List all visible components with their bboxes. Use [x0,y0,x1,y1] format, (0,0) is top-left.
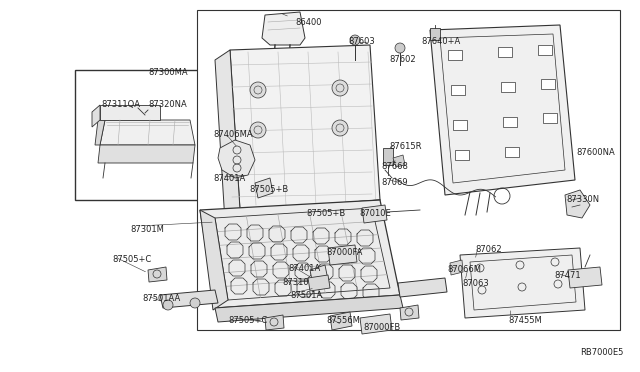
Bar [538,45,552,55]
Polygon shape [200,200,400,308]
Text: 87505+C: 87505+C [112,255,151,264]
Text: 87556M: 87556M [326,316,360,325]
Polygon shape [360,314,392,334]
Polygon shape [215,295,403,322]
Polygon shape [308,275,330,291]
Text: 87600NA: 87600NA [576,148,615,157]
Polygon shape [330,312,352,330]
Circle shape [395,43,405,53]
Polygon shape [362,205,387,223]
Text: 87301M: 87301M [130,225,164,234]
Bar [505,147,519,157]
Polygon shape [92,105,100,127]
Polygon shape [565,190,590,218]
Circle shape [250,122,266,138]
Polygon shape [200,210,228,310]
Bar [501,82,515,92]
Polygon shape [215,50,240,222]
Polygon shape [160,290,218,308]
Polygon shape [255,178,273,198]
Circle shape [163,300,173,310]
Text: 87615R: 87615R [389,142,422,151]
Text: 87320NA: 87320NA [148,100,187,109]
Text: 87455M: 87455M [508,316,541,325]
Polygon shape [100,120,195,145]
Text: 87010E: 87010E [359,209,391,218]
Text: 87063: 87063 [462,279,489,288]
Polygon shape [450,260,463,275]
Bar [498,47,512,57]
Polygon shape [95,120,105,145]
Polygon shape [98,145,195,163]
Text: 87066M: 87066M [447,265,481,274]
Text: 87602: 87602 [389,55,415,64]
Text: 86400: 86400 [295,18,321,27]
Text: 87000FA: 87000FA [326,248,362,257]
Circle shape [190,298,200,308]
Polygon shape [400,305,419,320]
Bar [543,113,557,123]
Text: 87310: 87310 [282,278,308,287]
Polygon shape [398,278,447,297]
Text: 87471: 87471 [554,271,580,280]
Text: 87668: 87668 [381,162,408,171]
Text: 87501AA: 87501AA [142,294,180,303]
Bar [541,79,555,89]
Circle shape [350,35,360,45]
Text: 87406MA: 87406MA [213,130,253,139]
Polygon shape [265,315,284,330]
Polygon shape [328,245,357,265]
Bar [75,70,215,200]
Text: 87401A: 87401A [213,174,245,183]
Circle shape [332,80,348,96]
Bar [453,120,467,130]
Bar [448,50,462,60]
Text: 87640+A: 87640+A [421,37,460,46]
Text: 87505+B: 87505+B [306,209,345,218]
Polygon shape [148,267,167,282]
Polygon shape [100,105,160,120]
Text: 87300MA: 87300MA [148,68,188,77]
Bar [503,117,517,127]
Text: RB7000E5: RB7000E5 [580,348,623,357]
Bar [455,150,469,160]
Polygon shape [228,210,248,232]
Polygon shape [430,25,575,195]
Polygon shape [218,140,255,178]
Text: 87062: 87062 [475,245,502,254]
Circle shape [332,120,348,136]
Polygon shape [393,155,405,167]
Bar [451,85,465,95]
Text: 87311QA: 87311QA [101,100,140,109]
Text: 87330N: 87330N [566,195,599,204]
Circle shape [250,82,266,98]
Polygon shape [230,45,380,210]
Polygon shape [568,267,602,288]
Text: 87505+B: 87505+B [249,185,288,194]
Text: 87505+C: 87505+C [228,316,268,325]
Polygon shape [262,12,305,45]
Text: 87069: 87069 [381,178,408,187]
Polygon shape [460,248,585,318]
Polygon shape [310,265,328,285]
Polygon shape [430,28,440,40]
Bar [197,10,620,330]
Text: 87501A: 87501A [290,291,323,300]
Polygon shape [383,148,393,165]
Text: 87000FB: 87000FB [363,323,400,332]
Text: 87603: 87603 [348,37,375,46]
Text: 87401A: 87401A [288,264,320,273]
